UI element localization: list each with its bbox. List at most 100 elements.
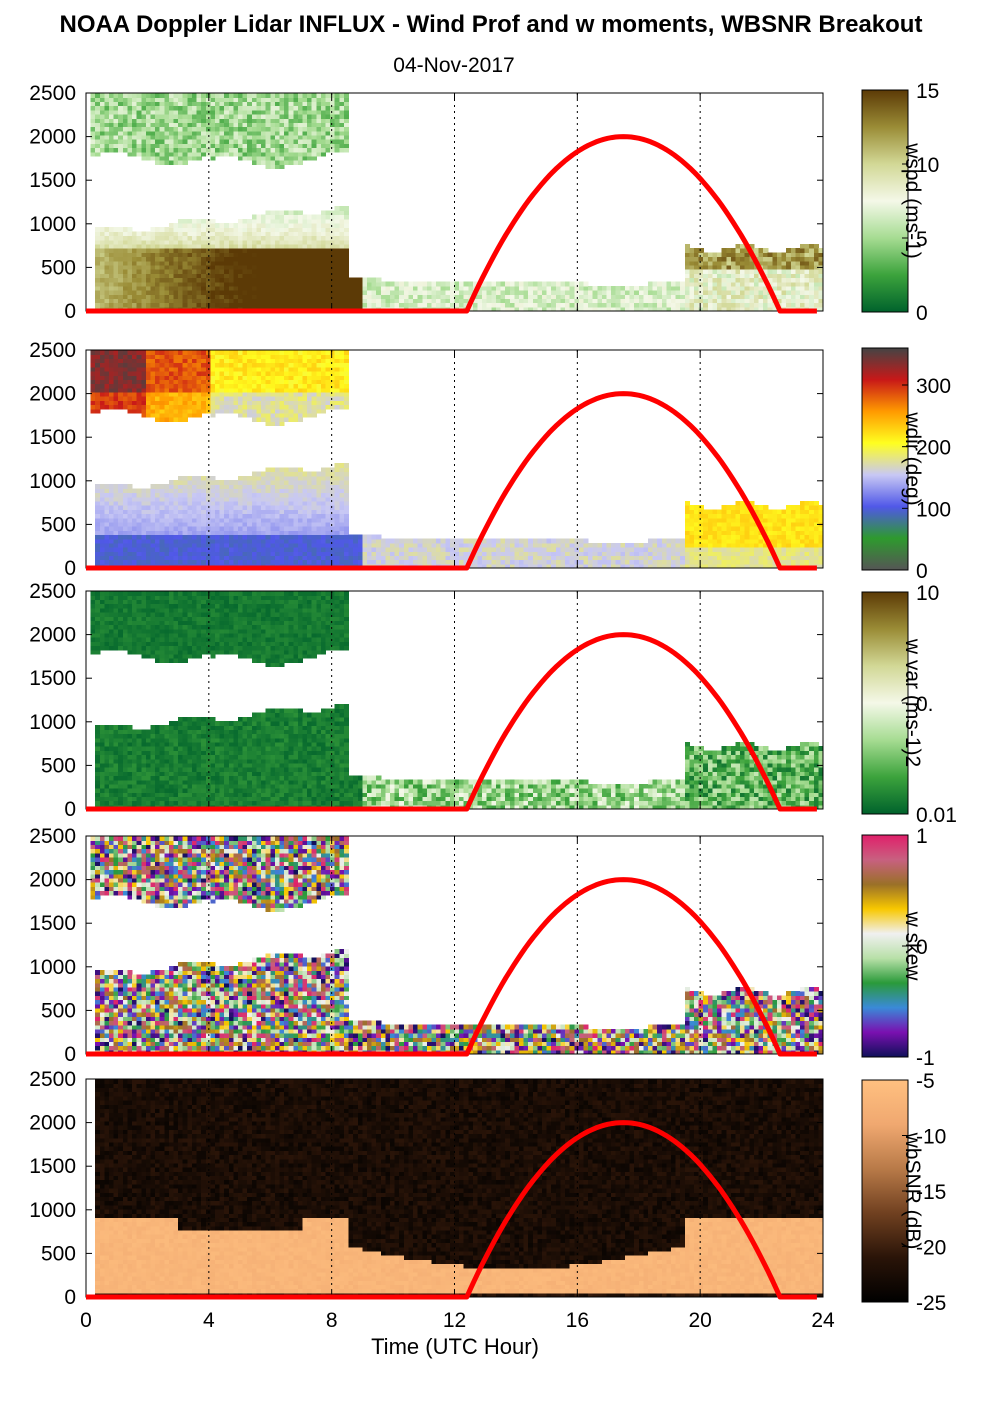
heatmap-cell — [297, 530, 304, 536]
heatmap-cell — [141, 400, 147, 406]
heatmap-cell — [256, 285, 262, 291]
heatmap-cell — [436, 302, 442, 308]
heatmap-cell — [150, 256, 156, 262]
heatmap-cell — [150, 362, 156, 368]
heatmap-cell — [270, 530, 276, 536]
heatmap-cell — [191, 547, 198, 552]
heatmap-cell — [178, 375, 184, 380]
heatmap-cell — [758, 260, 764, 266]
heatmap-cell — [191, 408, 198, 414]
heatmap-cell — [251, 130, 257, 136]
heatmap-cell — [279, 547, 285, 552]
heatmap-cell — [191, 143, 198, 149]
heatmap-cell — [311, 404, 317, 410]
heatmap-cell — [109, 281, 115, 287]
heatmap-cell — [145, 269, 152, 274]
heatmap-cell — [730, 256, 737, 262]
heatmap-cell — [588, 285, 594, 291]
heatmap-cell — [242, 396, 248, 401]
heatmap-cell — [182, 273, 188, 279]
heatmap-cell — [804, 290, 810, 295]
heatmap-cell — [164, 551, 170, 556]
heatmap-cell — [251, 362, 257, 368]
heatmap-cell — [698, 298, 704, 304]
heatmap-cell — [514, 290, 520, 295]
heatmap-cell — [178, 547, 184, 552]
heatmap-cell — [311, 235, 317, 241]
heatmap-cell — [772, 306, 778, 312]
heatmap-cell — [141, 294, 147, 299]
heatmap-cell — [261, 471, 267, 477]
heatmap-cell — [95, 122, 101, 128]
heatmap-cell — [132, 513, 138, 519]
heatmap-cell — [302, 126, 308, 132]
heatmap-cell — [320, 143, 327, 149]
heatmap-cell — [122, 101, 128, 107]
heatmap-cell — [238, 375, 244, 380]
heatmap-cell — [233, 379, 239, 385]
heatmap-cell — [316, 231, 322, 237]
heatmap-cell — [90, 105, 96, 111]
heatmap-cell — [740, 285, 746, 291]
heatmap-cell — [302, 496, 308, 502]
heatmap-cell — [150, 134, 156, 140]
heatmap-cell — [127, 547, 133, 552]
heatmap-cell — [818, 269, 824, 274]
heatmap-cell — [191, 235, 198, 241]
heatmap-cell — [132, 551, 138, 556]
heatmap-cell — [320, 101, 327, 107]
heatmap-cell — [127, 285, 133, 291]
heatmap-cell — [284, 118, 290, 123]
heatmap-cell — [242, 375, 248, 380]
heatmap-cell — [127, 260, 133, 266]
heatmap-cell — [320, 218, 327, 224]
heatmap-cell — [311, 126, 317, 132]
heatmap-cell — [173, 412, 179, 418]
heatmap-cell — [182, 513, 188, 519]
heatmap-cell — [804, 285, 810, 291]
heatmap-cell — [339, 294, 345, 299]
heatmap-cell — [588, 306, 594, 312]
y-tick-label: 1000 — [29, 213, 76, 236]
heatmap-cell — [164, 97, 170, 102]
heatmap-cell — [233, 542, 239, 548]
heatmap-cell — [242, 109, 248, 115]
heatmap-cell — [219, 114, 225, 119]
heatmap-cell — [261, 214, 267, 220]
heatmap-cell — [122, 260, 128, 266]
heatmap-cell — [274, 400, 281, 406]
heatmap-cell — [311, 130, 317, 136]
heatmap-cell — [238, 139, 244, 144]
heatmap-cell — [717, 306, 723, 312]
heatmap-cell — [818, 306, 824, 312]
heatmap-cell — [735, 273, 741, 279]
heatmap-cell — [316, 109, 322, 115]
heatmap-cell — [730, 273, 737, 279]
heatmap-cell — [302, 243, 308, 249]
heatmap-cell — [297, 118, 304, 123]
heatmap-cell — [104, 122, 110, 128]
heatmap-cell — [265, 366, 271, 372]
heatmap-cell — [758, 290, 764, 295]
heatmap-cell — [316, 114, 322, 119]
heatmap-cell — [122, 93, 128, 98]
heatmap-cell — [270, 235, 276, 241]
heatmap-cell — [127, 391, 133, 397]
heatmap-cell — [182, 126, 188, 132]
heatmap-cell — [238, 555, 244, 561]
heatmap-cell — [196, 122, 202, 128]
heatmap-cell — [274, 130, 281, 136]
heatmap-cell — [210, 101, 216, 107]
heatmap-cell — [95, 273, 101, 279]
heatmap-cell — [284, 559, 290, 565]
heatmap-cell — [449, 290, 456, 295]
heatmap-cell — [178, 298, 184, 304]
heatmap-cell — [168, 538, 175, 544]
heatmap-cell — [694, 264, 700, 270]
heatmap-cell — [311, 243, 317, 249]
heatmap-cell — [325, 264, 331, 270]
heatmap-cell — [145, 488, 152, 494]
heatmap-cell — [219, 379, 225, 385]
heatmap-cell — [95, 404, 101, 410]
